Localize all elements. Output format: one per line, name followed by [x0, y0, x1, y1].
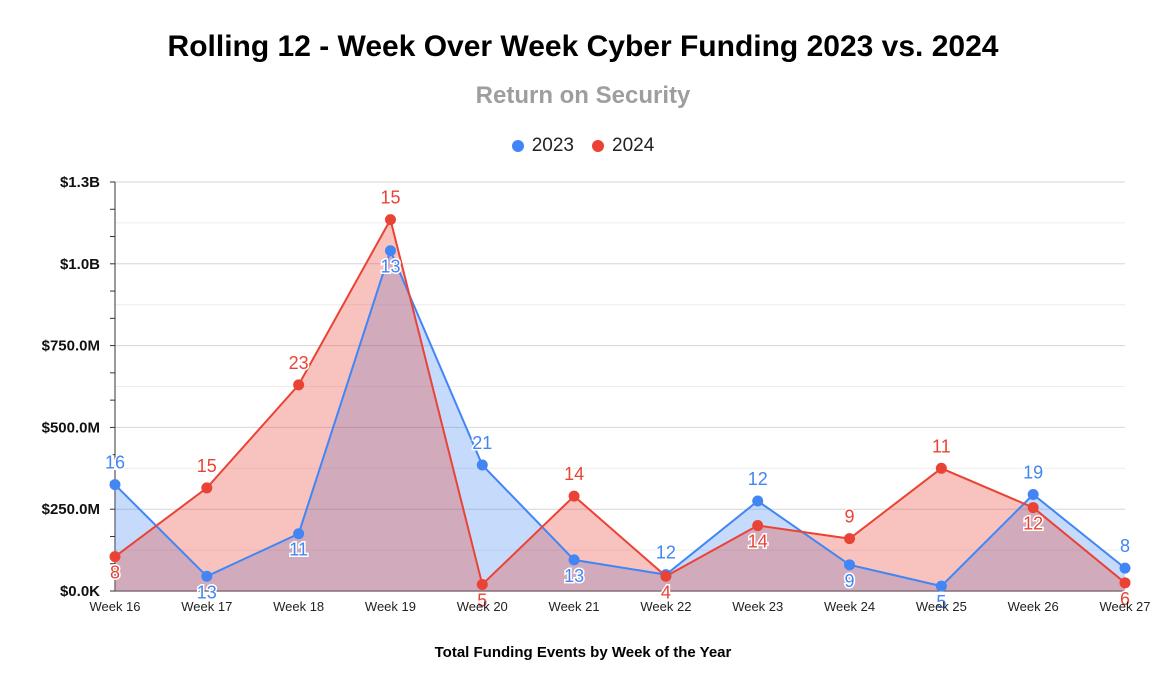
data-point-2023 — [201, 570, 213, 582]
data-point-2024 — [1027, 502, 1039, 514]
legend-marker-2024 — [592, 140, 604, 152]
data-point-2024 — [935, 462, 947, 474]
data-label-2024: 23 — [289, 353, 309, 373]
data-label-2023: 21 — [472, 433, 492, 453]
series-line-2023 — [114, 247, 1126, 588]
data-label-2024: 5 — [477, 590, 487, 610]
x-tick-label: Week 21 — [549, 599, 600, 614]
data-point-2023 — [844, 559, 856, 571]
data-point-2024 — [844, 533, 856, 545]
data-label-2024: 15 — [380, 188, 400, 208]
data-label-2024: 14 — [564, 464, 584, 484]
x-tick-label: Week 27 — [1099, 599, 1150, 614]
y-tick-label: $1.3B — [60, 174, 100, 191]
data-point-2024 — [293, 379, 305, 391]
y-tick-label: $750.0M — [42, 338, 100, 355]
data-point-2024 — [752, 520, 764, 532]
data-label-2023: 11 — [289, 540, 308, 560]
data-point-2023 — [568, 554, 580, 566]
x-tick-label: Week 26 — [1008, 599, 1059, 614]
data-label-2024: 11 — [932, 436, 951, 456]
x-tick-label: Week 19 — [365, 599, 416, 614]
data-point-2023 — [752, 495, 764, 507]
data-point-2023 — [109, 479, 121, 491]
data-label-2023: 8 — [1120, 536, 1130, 556]
data-label-2023: 5 — [936, 592, 946, 612]
chart-subtitle: Return on Security — [475, 82, 691, 109]
series-area-2024 — [115, 219, 1125, 592]
data-label-2023: 12 — [656, 543, 676, 563]
data-label-2023: 12 — [748, 469, 768, 489]
legend-label-2024: 2024 — [612, 135, 655, 156]
x-tick-label: Week 16 — [89, 599, 140, 614]
x-tick-label: Week 17 — [181, 599, 232, 614]
data-label-2023: 13 — [197, 582, 217, 602]
series-area-2023 — [115, 250, 1125, 591]
data-point-2023 — [935, 580, 947, 592]
y-tick-label: $500.0M — [42, 419, 100, 436]
x-tick-label: Week 22 — [640, 599, 691, 614]
data-label-2023: 13 — [564, 566, 584, 586]
data-label-2023: 9 — [845, 571, 855, 591]
legend-label-2023: 2023 — [531, 135, 574, 156]
data-point-2023 — [293, 528, 305, 540]
data-point-2023 — [384, 245, 396, 257]
chart-title: Rolling 12 - Week Over Week Cyber Fundin… — [167, 30, 999, 63]
data-label-2023: 16 — [105, 453, 125, 473]
series-line-2024 — [114, 216, 1126, 587]
data-label-2024: 15 — [197, 456, 217, 476]
x-tick-label: Week 23 — [732, 599, 783, 614]
data-point-2024 — [201, 482, 213, 494]
data-point-2024 — [109, 551, 121, 563]
y-tick-label: $250.0M — [42, 501, 100, 518]
x-tick-label: Week 20 — [457, 599, 508, 614]
legend-marker-2023 — [511, 140, 524, 152]
x-tick-label: Week 25 — [916, 599, 967, 614]
chart-legend: 2023 2024 — [0, 135, 1166, 157]
data-label-2024: 12 — [1023, 514, 1043, 534]
data-point-2023 — [476, 459, 488, 471]
data-label-2024: 8 — [110, 563, 120, 583]
data-point-2024 — [1119, 577, 1131, 589]
x-tick-label: Week 24 — [824, 599, 875, 614]
data-label-2024: 9 — [845, 507, 855, 527]
data-label-2023: 19 — [1023, 462, 1043, 482]
y-tick-label: $0.0K — [60, 583, 100, 600]
data-point-2024 — [384, 214, 396, 226]
data-label-2023: 13 — [380, 257, 400, 277]
data-label-2024: 14 — [748, 532, 768, 552]
data-label-2024: 6 — [1120, 589, 1130, 609]
data-label-2024: 4 — [661, 582, 671, 602]
x-tick-label: Week 18 — [273, 599, 324, 614]
legend-item-2024[interactable]: 2024 — [592, 135, 654, 157]
x-axis-title: Total Funding Events by Week of the Year — [434, 644, 732, 661]
data-point-2023 — [1027, 488, 1039, 500]
data-point-2024 — [660, 570, 672, 582]
data-point-2024 — [476, 578, 488, 590]
data-point-2024 — [568, 490, 580, 502]
data-point-2023 — [1119, 562, 1131, 574]
y-tick-label: $1.0B — [60, 256, 100, 273]
legend-item-2023[interactable]: 2023 — [511, 135, 574, 157]
